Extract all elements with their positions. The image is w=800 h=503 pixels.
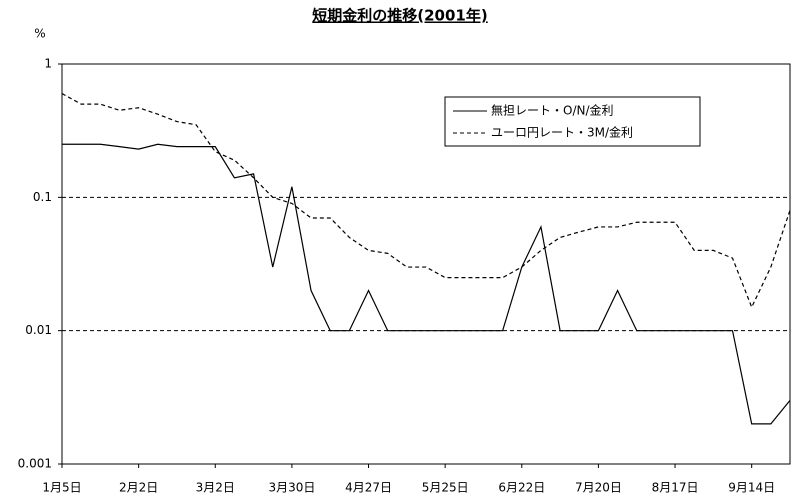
x-tick-label: 4月27日	[345, 481, 392, 495]
legend-label: 無担レート・O/N/金利	[491, 103, 614, 118]
x-tick-label: 5月25日	[422, 481, 469, 495]
series-line	[62, 143, 791, 425]
y-tick-label: 0.1	[33, 190, 52, 204]
x-tick-label: 7月20日	[575, 481, 622, 495]
chart-title: 短期金利の推移(2001年)	[312, 7, 487, 25]
x-tick-label: 9月14日	[728, 481, 775, 495]
series-line	[61, 93, 791, 309]
y-tick-label: 0.001	[18, 457, 52, 471]
legend-box	[444, 96, 701, 147]
x-tick-label: 3月2日	[196, 481, 235, 495]
plot-border	[61, 63, 791, 465]
x-tick-label: 1月5日	[42, 481, 81, 495]
x-tick-label: 8月17日	[652, 481, 699, 495]
legend-label: ユーロ円レート・3M/金利	[491, 125, 633, 140]
y-tick-label: 1	[44, 57, 52, 71]
x-tick-label: 2月2日	[119, 481, 158, 495]
x-tick-label: 3月30日	[268, 481, 315, 495]
x-tick-label: 6月22日	[498, 481, 545, 495]
y-axis-label: %	[34, 27, 45, 41]
y-tick-label: 0.01	[25, 323, 52, 337]
